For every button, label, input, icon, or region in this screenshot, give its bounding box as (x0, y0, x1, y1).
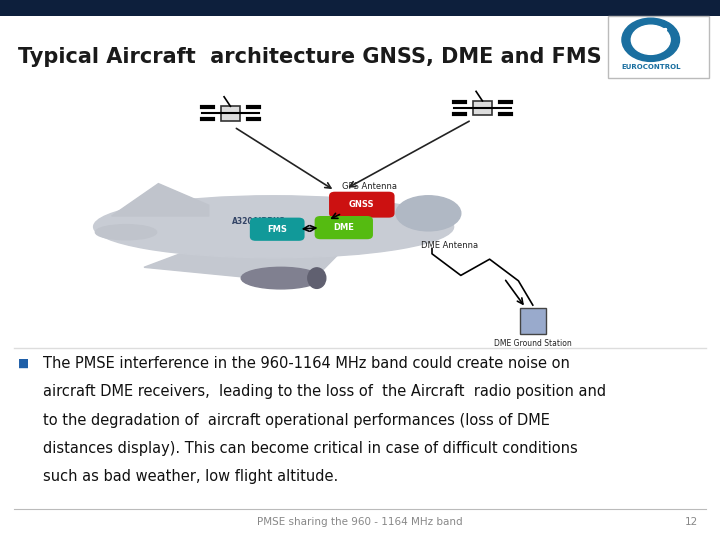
FancyBboxPatch shape (608, 16, 709, 78)
Circle shape (622, 18, 680, 62)
Polygon shape (112, 184, 209, 216)
Text: to the degradation of  aircraft operational performances (loss of DME: to the degradation of aircraft operation… (43, 413, 550, 428)
Polygon shape (144, 232, 360, 284)
Ellipse shape (241, 267, 320, 289)
FancyBboxPatch shape (315, 216, 373, 239)
Text: FMS: FMS (267, 225, 287, 234)
Text: DME Ground Station: DME Ground Station (494, 339, 572, 348)
Ellipse shape (95, 225, 157, 240)
Ellipse shape (94, 195, 454, 258)
FancyBboxPatch shape (329, 192, 395, 218)
FancyBboxPatch shape (0, 0, 720, 16)
Text: EUROCONTROL: EUROCONTROL (621, 64, 680, 70)
FancyBboxPatch shape (250, 218, 305, 241)
FancyBboxPatch shape (520, 308, 546, 334)
Circle shape (631, 25, 670, 55)
Text: PMSE sharing the 960 - 1164 MHz band: PMSE sharing the 960 - 1164 MHz band (257, 517, 463, 526)
Text: The PMSE interference in the 960-1164 MHz band could create noise on: The PMSE interference in the 960-1164 MH… (43, 356, 570, 372)
Text: GNSS: GNSS (349, 200, 374, 209)
Ellipse shape (308, 268, 325, 288)
FancyBboxPatch shape (473, 101, 492, 115)
Text: such as bad weather, low flight altitude.: such as bad weather, low flight altitude… (43, 469, 338, 484)
FancyBboxPatch shape (221, 106, 240, 120)
Text: aircraft DME receivers,  leading to the loss of  the Aircraft  radio position an: aircraft DME receivers, leading to the l… (43, 384, 606, 400)
Text: DME Antenna: DME Antenna (421, 241, 478, 250)
Text: Typical Aircraft  architecture GNSS, DME and FMS: Typical Aircraft architecture GNSS, DME … (18, 46, 602, 67)
Text: GPS Antenna: GPS Antenna (342, 182, 397, 191)
Text: DME: DME (333, 223, 354, 232)
Text: ■: ■ (18, 356, 29, 369)
Text: 12: 12 (685, 517, 698, 526)
Ellipse shape (396, 195, 461, 231)
Text: distances display). This can become critical in case of difficult conditions: distances display). This can become crit… (43, 441, 578, 456)
Text: A320AIRBUS: A320AIRBUS (233, 217, 286, 226)
